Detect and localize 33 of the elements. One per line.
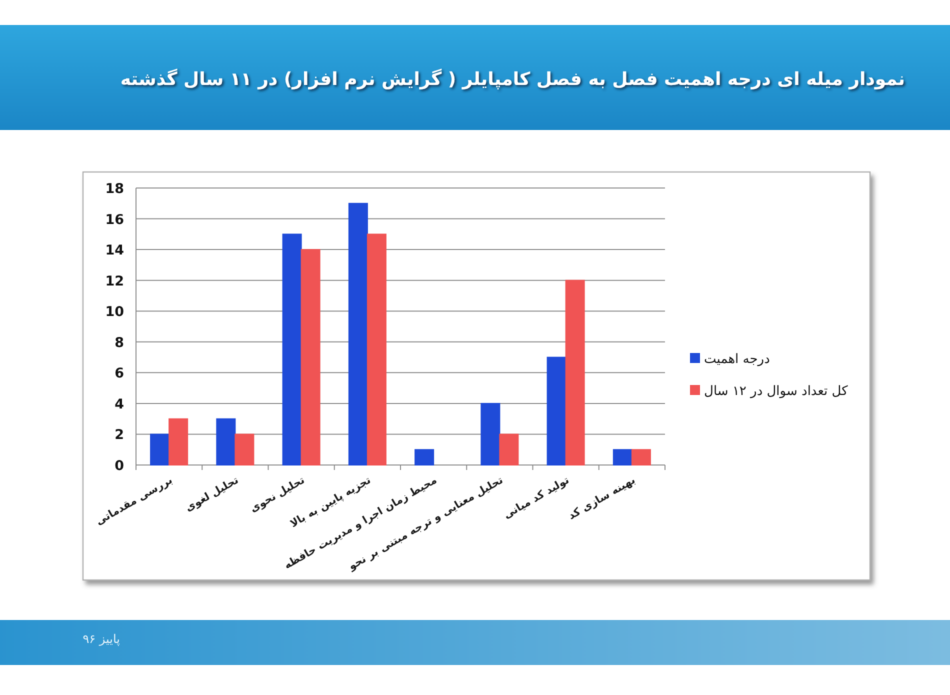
bar [348, 202, 368, 466]
bar [168, 418, 188, 466]
y-tick-label: 12 [105, 273, 124, 290]
legend-label: درجه اهمیت [704, 352, 770, 367]
y-tick-label: 16 [105, 212, 124, 228]
y-tick-label: 18 [105, 181, 124, 197]
bar [234, 434, 254, 466]
x-tick-label: تولید کد میانی [502, 474, 572, 522]
chart-title: نمودار میله ای درجه اهمیت فصل به فصل کامپایلر ( گرایش نرم افزار) در ۱۱ سال گذشته [120, 68, 905, 90]
legend-label: کل تعداد سوال در ۱۲ سال [704, 384, 849, 399]
bar [216, 418, 236, 466]
bar [366, 234, 386, 466]
y-tick-label: 8 [114, 334, 124, 351]
bar [499, 434, 519, 466]
bar [300, 249, 320, 466]
y-tick-label: 14 [105, 242, 124, 259]
bar [282, 234, 302, 466]
bar [150, 434, 170, 466]
x-tick-label: بررسی مقدماتی [94, 474, 175, 528]
bar [546, 356, 566, 466]
bar [612, 449, 632, 466]
x-tick-label: تحلیل نحوی [248, 474, 307, 516]
y-tick-label: 4 [114, 396, 124, 412]
bar [631, 449, 651, 466]
bar [480, 402, 500, 466]
x-tick-label: تحلیل لغوی [183, 474, 241, 514]
y-tick-label: 6 [114, 366, 124, 382]
y-tick-label: 2 [114, 427, 124, 444]
text: پاییز ۹۶ [82, 632, 120, 646]
bar [565, 280, 585, 466]
y-tick-label: 10 [105, 304, 124, 320]
y-tick-label: 0 [114, 458, 124, 474]
bar [414, 449, 434, 466]
